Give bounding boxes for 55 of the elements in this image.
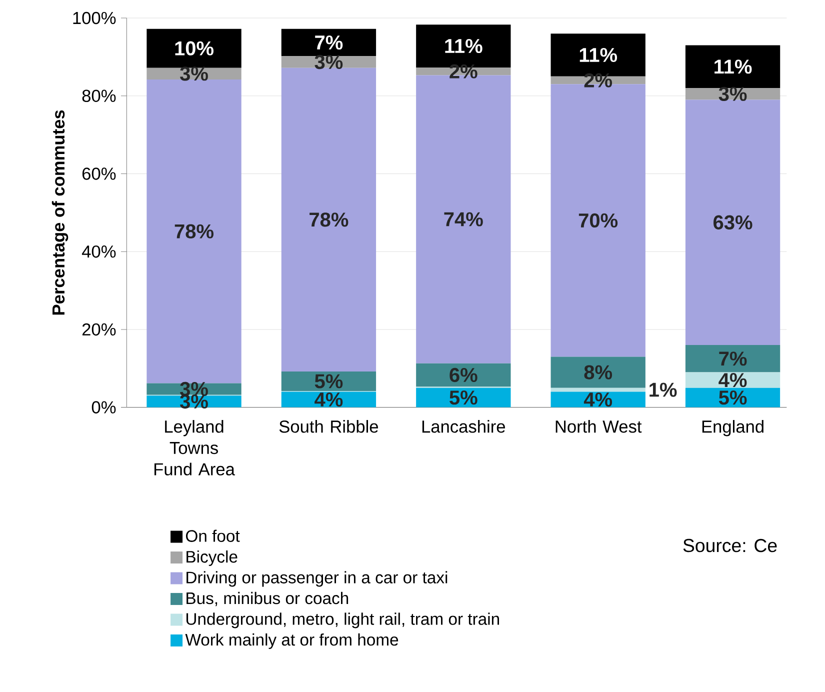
bar [550, 388, 646, 392]
bar [685, 100, 780, 346]
bar [550, 356, 646, 388]
data-label: 3% [314, 54, 343, 70]
y-tick-label: 80% [82, 90, 116, 102]
data-label: 11% [445, 39, 482, 54]
data-label: 78% [174, 224, 214, 238]
data-label: 11% [580, 48, 618, 62]
bar [281, 68, 376, 372]
legend-label: Underground, metro, light rail, tram or train [186, 612, 499, 628]
data-label: 4% [584, 392, 612, 407]
data-label: 3% [180, 66, 208, 81]
legend-label: Driving or passenger in a car or taxi [186, 571, 448, 587]
data-label: 2% [450, 64, 478, 78]
data-label: 10% [175, 41, 214, 56]
bar [281, 28, 376, 56]
data-label: 63% [714, 215, 752, 230]
data-label: 5% [450, 390, 478, 405]
bar [685, 45, 780, 88]
y-axis-title: Percentage of commutes [52, 110, 68, 315]
y-tick-label: 60% [82, 168, 116, 180]
y-tick-label: 100% [73, 12, 116, 24]
y-tick-label: 0% [92, 401, 116, 414]
data-label: 6% [450, 368, 478, 382]
bar [146, 28, 242, 68]
bar [146, 80, 242, 384]
data-label: 11% [714, 60, 752, 74]
legend-label: Bicycle [186, 550, 238, 566]
data-label: 74% [444, 212, 483, 226]
x-tick-label: Leyland Towns Fund Area [154, 420, 235, 476]
legend-label: Work mainly at or from home [185, 633, 398, 649]
bar [685, 345, 780, 372]
x-tick-label: England [702, 420, 764, 436]
y-tick-label: 40% [82, 245, 116, 258]
x-tick-label: Lancashire [422, 420, 506, 433]
data-label: 1% [650, 382, 677, 397]
data-label: 3% [718, 86, 747, 102]
data-label: 2% [584, 73, 612, 88]
bar [416, 363, 511, 387]
data-label: 8% [584, 365, 612, 380]
data-label: 78% [310, 212, 348, 227]
y-tick-label: 20% [82, 323, 116, 336]
data-label: 4% [314, 392, 343, 407]
data-label: 70% [578, 213, 618, 228]
source-note: Source: Ce [683, 538, 777, 552]
data-label: 5% [314, 374, 343, 388]
legend-label: On foot [186, 530, 240, 542]
data-label: 5% [718, 390, 747, 405]
bar [281, 372, 376, 391]
x-tick-label: North West [556, 420, 642, 433]
data-label: 7% [719, 352, 747, 366]
x-tick-label: South Ribble [279, 420, 378, 433]
legend-label: Bus, minibus or coach [186, 592, 348, 606]
data-label: 7% [315, 35, 343, 50]
data-label: 4% [718, 373, 747, 388]
